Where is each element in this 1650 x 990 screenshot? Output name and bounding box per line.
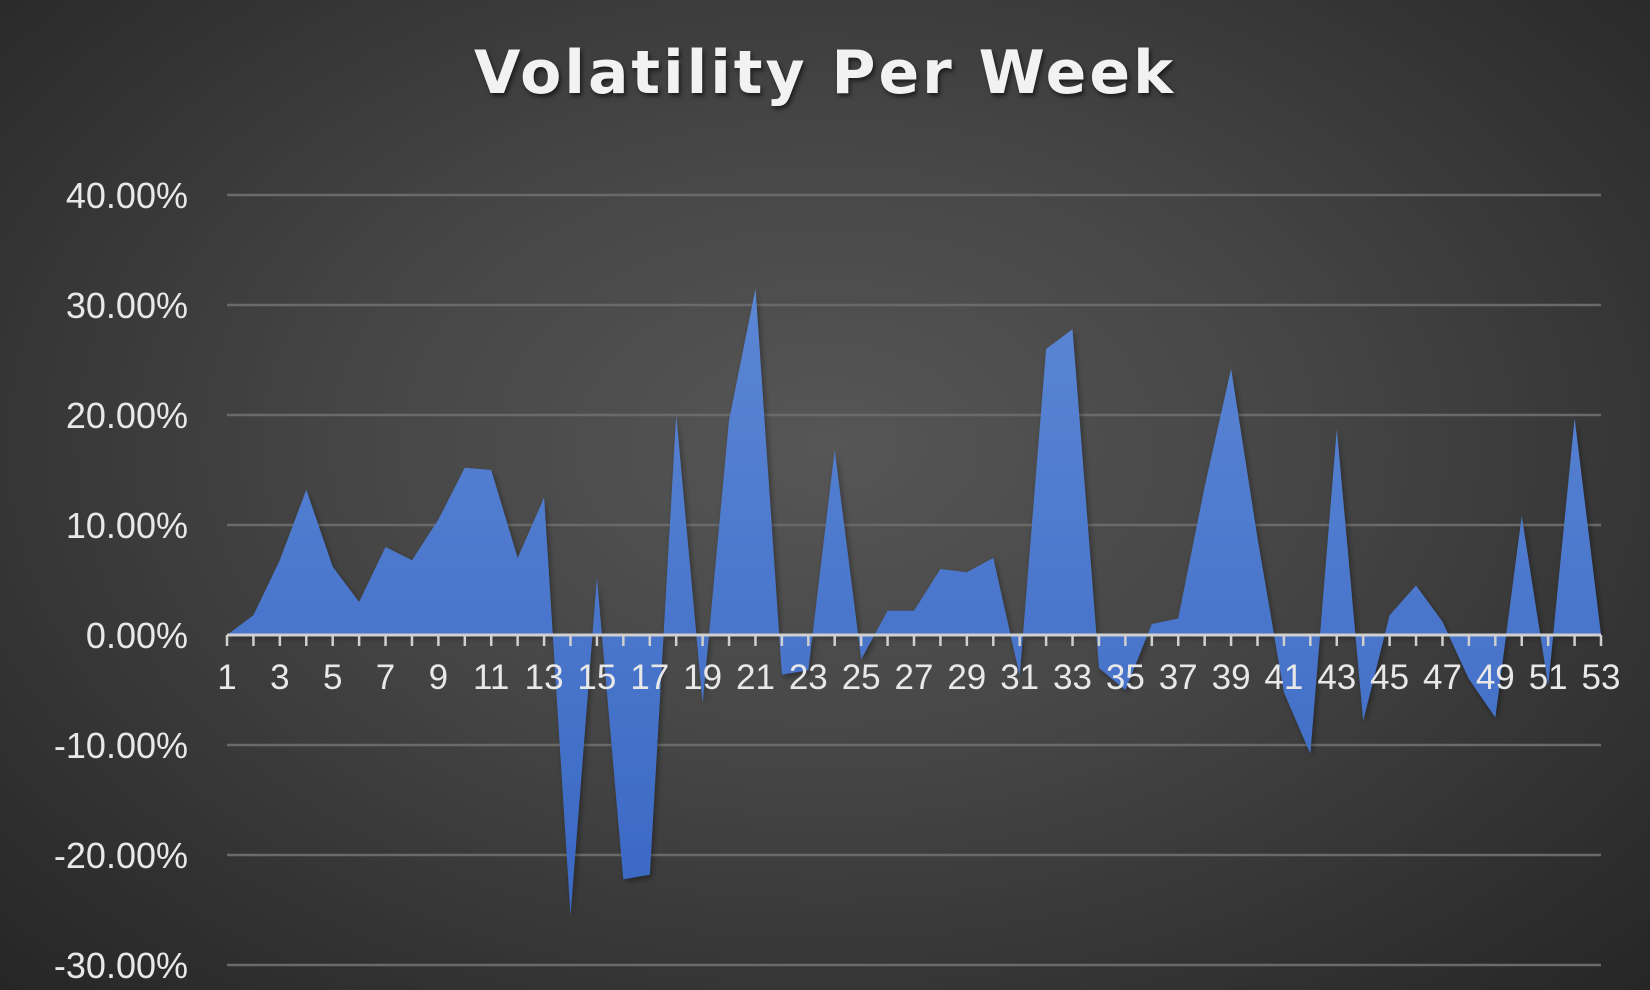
x-axis [225,633,1603,646]
x-tick-label: 11 [473,658,509,697]
x-tick-label: 45 [1370,658,1409,697]
x-tick-label: 33 [1053,658,1092,697]
x-tick-label: 31 [1000,658,1039,697]
y-tick-label: 40.00% [66,175,188,216]
y-tick-label: 30.00% [66,285,188,326]
series-area [227,288,1601,916]
x-tick-label: 35 [1106,658,1145,697]
y-axis-labels: 40.00% 30.00% 20.00% 10.00% 0.00% -10.00% -20.… [54,175,188,986]
x-tick-label: 37 [1159,658,1198,697]
chart-title: Volatility Per Week [474,38,1176,108]
y-tick-label: 0.00% [86,615,188,656]
x-tick-label: 19 [683,658,722,697]
x-tick-label: 15 [577,658,616,697]
x-tick-label: 47 [1423,658,1462,697]
y-tick-label: -10.00% [54,725,188,766]
y-tick-label: 10.00% [66,505,188,546]
x-tick-label: 3 [270,658,289,697]
x-tick-label: 1 [217,658,236,697]
x-tick-label: 29 [947,658,986,697]
x-tick-label: 7 [376,658,395,697]
x-tick-label: 27 [895,658,934,697]
x-tick-label: 53 [1582,658,1621,697]
x-tick-label: 9 [429,658,448,697]
x-tick-label: 21 [736,658,775,697]
x-tick-label: 23 [789,658,828,697]
y-tick-label: 20.00% [66,395,188,436]
series-area-fill [227,288,1601,916]
y-tick-label: -20.00% [54,835,188,876]
x-tick-label: 43 [1317,658,1356,697]
y-tick-label: -30.00% [54,945,188,986]
x-tick-label: 13 [525,658,564,697]
x-tick-label: 41 [1264,658,1303,697]
x-tick-label: 25 [842,658,881,697]
x-tick-label: 39 [1212,658,1251,697]
x-tick-label: 51 [1529,658,1568,697]
x-axis-labels: 1 3 5 7 9 11 13 15 17 19 21 23 25 27 29 31 33 35 37 39 41 43 4… [217,658,1620,697]
x-tick-label: 5 [323,658,342,697]
x-tick-label: 17 [630,658,669,697]
x-tick-label: 49 [1476,658,1515,697]
